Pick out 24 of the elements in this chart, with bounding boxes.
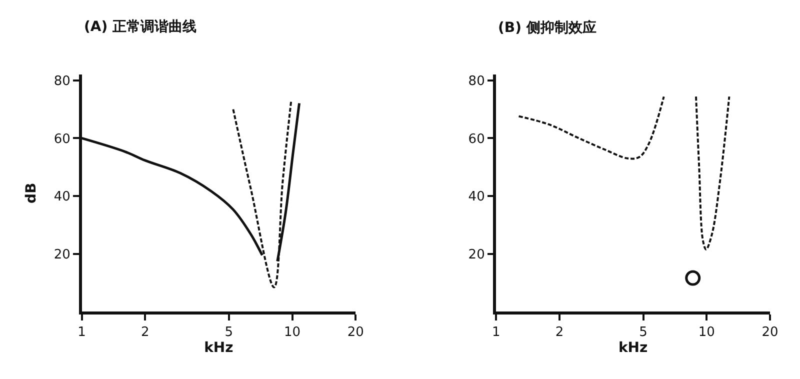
x-tick-label: 20 (762, 324, 778, 340)
y-tick-label: 20 (468, 247, 485, 262)
y-tick-label: 60 (54, 132, 70, 147)
x-axis-title: kHz (204, 340, 234, 356)
x-tick-label: 5 (224, 324, 234, 340)
x-tick-label: 20 (347, 324, 364, 340)
y-tick-label: 40 (54, 190, 70, 205)
x-tick-label: 1 (78, 324, 86, 340)
x-tick-label: 2 (555, 324, 564, 340)
x-axis-title: kHz (618, 340, 648, 356)
y-axis-title: dB (24, 182, 40, 204)
x-tick-label: 10 (698, 324, 715, 340)
y-tick-label: 40 (468, 190, 485, 205)
y-tick-label: 80 (54, 74, 70, 89)
y-tick-label: 80 (468, 74, 485, 89)
x-tick-label: 10 (284, 324, 301, 340)
y-tick-label: 60 (468, 132, 485, 147)
x-tick-label: 1 (492, 324, 500, 340)
chart-title: (B) 侧抑制效应 (498, 19, 596, 36)
y-tick-label: 20 (54, 247, 70, 262)
line-series (695, 96, 730, 250)
x-tick-label: 5 (639, 324, 648, 340)
x-tick-label: 2 (141, 324, 150, 340)
chart-title: (A) 正常调谐曲线 (84, 19, 197, 35)
